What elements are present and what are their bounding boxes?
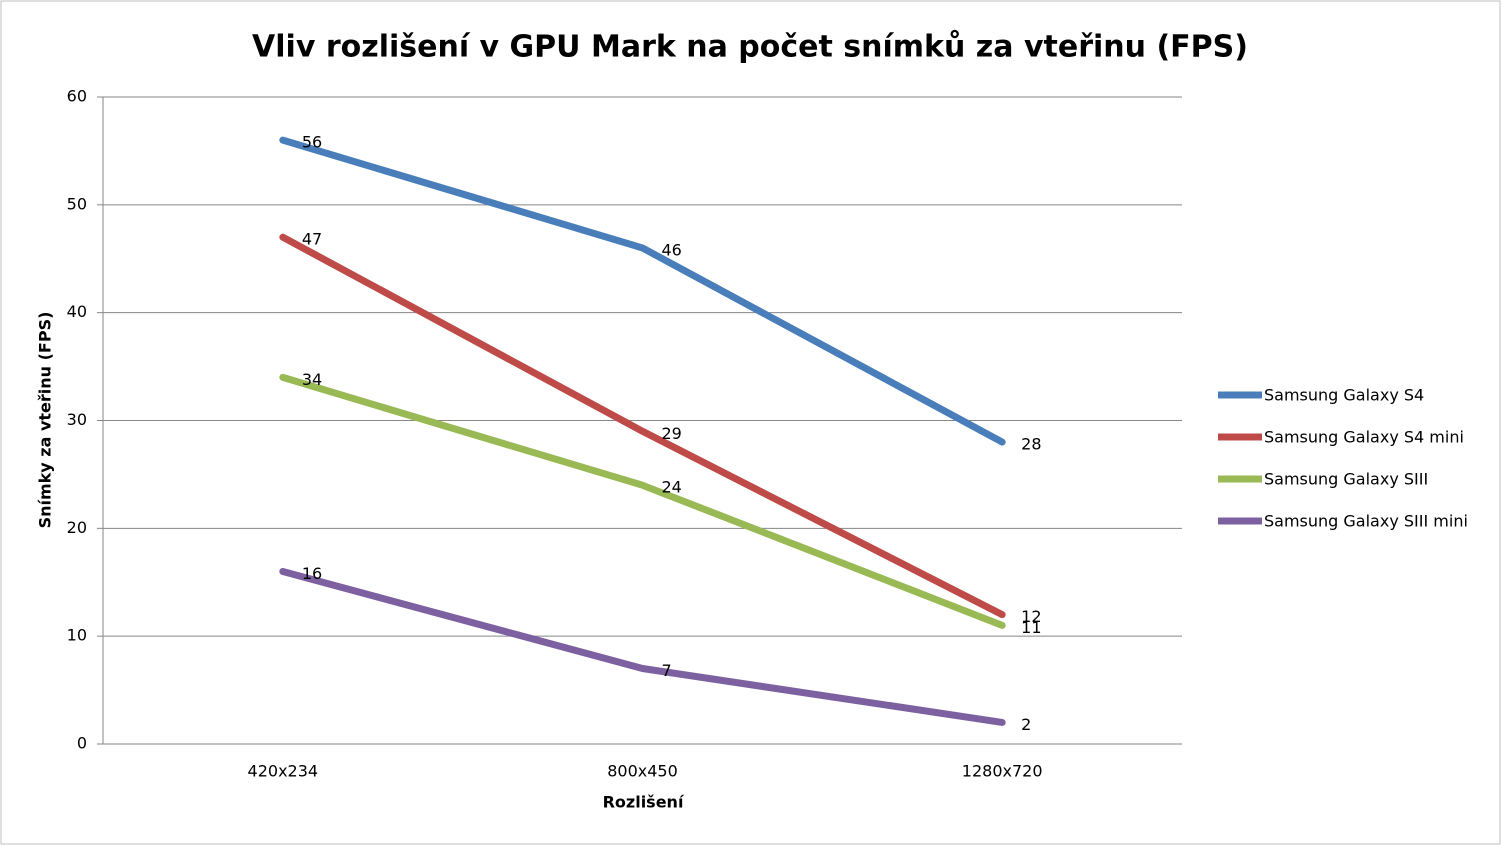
series-line <box>279 233 1006 619</box>
series-line <box>279 567 1006 726</box>
data-label: 47 <box>302 230 322 249</box>
y-tick-label: 40 <box>67 302 87 321</box>
data-label: 7 <box>662 661 672 680</box>
data-label: 24 <box>662 478 682 497</box>
y-tick-label: 30 <box>67 410 87 429</box>
chart-title: Vliv rozlišení v GPU Mark na počet snímk… <box>252 29 1248 65</box>
data-label: 11 <box>1021 618 1041 637</box>
legend-label: Samsung Galaxy S4 mini <box>1264 428 1464 447</box>
data-label: 29 <box>662 424 682 443</box>
x-tick-label: 1280x720 <box>962 762 1043 781</box>
data-label: 2 <box>1021 715 1031 734</box>
x-tick-label: 800x450 <box>607 762 678 781</box>
y-tick-label: 60 <box>67 87 87 106</box>
y-tick-label: 10 <box>67 626 87 645</box>
legend-label: Samsung Galaxy SIII mini <box>1264 512 1468 531</box>
data-label: 12 <box>1021 607 1041 626</box>
data-label: 28 <box>1021 435 1041 454</box>
series-line <box>279 373 1006 629</box>
y-tick-label: 50 <box>67 194 87 213</box>
data-label: 16 <box>302 564 322 583</box>
data-label: 34 <box>302 370 322 389</box>
data-label: 46 <box>662 240 682 259</box>
x-tick-label: 420x234 <box>248 762 319 781</box>
y-tick-label: 0 <box>77 734 87 753</box>
legend-label: Samsung Galaxy SIII <box>1264 470 1428 489</box>
series-line <box>279 136 1006 446</box>
x-axis-label: Rozlišení <box>603 793 685 812</box>
y-axis-label: Snímky za vteřinu (FPS) <box>36 312 55 529</box>
data-label: 56 <box>302 133 322 152</box>
legend-label: Samsung Galaxy S4 <box>1264 386 1424 405</box>
y-tick-label: 20 <box>67 518 87 537</box>
